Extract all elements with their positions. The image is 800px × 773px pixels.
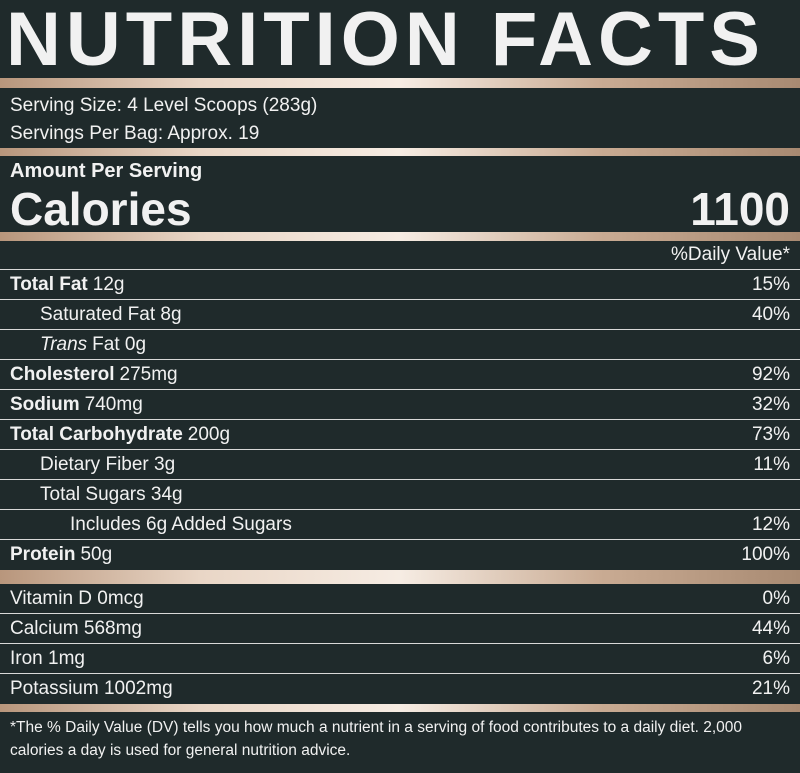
nutrient-label: Potassium 1002mg — [10, 678, 173, 700]
nutrient-name: Protein — [10, 544, 76, 565]
nutrient-row: Vitamin D 0mcg 0% — [0, 584, 800, 614]
calories-block: Amount Per Serving Calories 1100 — [0, 156, 800, 235]
nutrient-label: Includes 6g Added Sugars — [70, 514, 292, 536]
nutrient-amount: Includes 6g Added Sugars — [70, 513, 292, 535]
daily-value: 44% — [751, 617, 790, 639]
serving-size: Serving Size: 4 Level Scoops (283g) — [10, 95, 318, 116]
separator — [0, 704, 800, 712]
amount-heading: Amount Per Serving — [10, 160, 203, 182]
separator — [0, 232, 800, 241]
nutrient-label: Protein 50g — [10, 544, 112, 566]
daily-value: 40% — [751, 303, 790, 325]
nutrient-row: Cholesterol 275mg 92% — [0, 360, 800, 390]
nutrient-amount: Fat 0g — [92, 333, 147, 355]
nutrient-name: Total Carbohydrate — [10, 423, 183, 445]
nutrient-label: Calcium 568mg — [10, 618, 142, 640]
nutrient-amount: Vitamin D 0mcg — [10, 587, 144, 609]
nutrient-row: Total Fat 12g 15% — [0, 270, 800, 300]
separator — [0, 570, 800, 584]
daily-value: 21% — [751, 678, 790, 699]
nutrient-name: Cholesterol — [10, 363, 115, 385]
nutrient-name: Total Fat — [10, 273, 88, 295]
nutrient-row: Trans Fat 0g — [0, 330, 800, 360]
nutrient-amount: Dietary Fiber 3g — [40, 453, 176, 475]
nutrient-row: Calcium 568mg 44% — [0, 614, 800, 644]
daily-value: 12% — [751, 513, 790, 535]
dv-header-text: %Daily Value* — [671, 244, 790, 265]
nutrient-row: Potassium 1002mg 21% — [0, 674, 800, 704]
nutrient-row: Sodium 740mg 32% — [0, 390, 800, 420]
nutrient-label: Saturated Fat 8g — [40, 304, 182, 326]
nutrient-amount: 275mg — [119, 363, 178, 385]
calories-label: Calories — [10, 183, 192, 235]
nutrient-amount: 12g — [92, 273, 125, 295]
nutrient-row: Protein 50g 100% — [0, 540, 800, 570]
nutrient-label: Dietary Fiber 3g — [40, 454, 175, 476]
nutrient-amount: Saturated Fat 8g — [40, 303, 182, 325]
daily-value: 100% — [741, 544, 790, 565]
nutrient-row: Includes 6g Added Sugars 12% — [0, 510, 800, 540]
serving-info: Serving Size: 4 Level Scoops (283g) Serv… — [0, 88, 800, 148]
nutrient-amount: 200g — [187, 423, 231, 445]
nutrient-label: Vitamin D 0mcg — [10, 588, 144, 610]
nutrient-row: Saturated Fat 8g 40% — [0, 300, 800, 330]
nutrient-label: Sodium 740mg — [10, 394, 143, 416]
calories-value: 1100 — [690, 183, 790, 235]
footnote: *The % Daily Value (DV) tells you how mu… — [10, 719, 743, 759]
nutrient-label: Total Sugars 34g — [40, 484, 183, 506]
daily-value: 73% — [751, 423, 790, 445]
nutrient-row: Total Sugars 34g — [0, 480, 800, 510]
nutrient-amount: 50g — [80, 544, 113, 565]
separator — [0, 78, 800, 88]
nutrient-row: Dietary Fiber 3g 11% — [0, 450, 800, 480]
nutrient-label: Trans Fat 0g — [40, 334, 146, 356]
daily-value: 15% — [751, 273, 790, 295]
daily-value: 11% — [753, 453, 790, 475]
separator — [0, 148, 800, 156]
nutrient-list: Total Fat 12g 15% Saturated Fat 8g 40% Trans F… — [0, 270, 800, 570]
dv-header: %Daily Value* — [0, 241, 800, 270]
vitamin-list: Vitamin D 0mcg 0% Calcium 568mg 44% Iron 1mg… — [0, 584, 800, 704]
nutrient-amount: Calcium 568mg — [10, 617, 142, 639]
servings-per-bag: Servings Per Bag: Approx. 19 — [10, 123, 260, 144]
nutrient-amount: Total Sugars 34g — [40, 483, 183, 505]
title: NUTRITION FACTS — [6, 0, 765, 78]
nutrient-label: Cholesterol 275mg — [10, 364, 178, 386]
daily-value: 92% — [751, 363, 790, 385]
nutrient-row: Iron 1mg 6% — [0, 644, 800, 674]
nutrient-name: Sodium — [10, 393, 80, 415]
daily-value: 0% — [762, 587, 790, 609]
nutrient-amount: 740mg — [84, 393, 143, 415]
nutrient-amount: Iron 1mg — [10, 647, 85, 669]
nutrient-label: Iron 1mg — [10, 648, 85, 670]
nutrient-amount: Potassium 1002mg — [10, 678, 173, 699]
daily-value: 32% — [751, 393, 790, 415]
daily-value: 6% — [762, 647, 790, 669]
nutrient-italic: Trans — [40, 333, 88, 355]
nutrient-row: Total Carbohydrate 200g 73% — [0, 420, 800, 450]
nutrient-label: Total Fat 12g — [10, 274, 124, 296]
nutrient-label: Total Carbohydrate 200g — [10, 424, 230, 446]
